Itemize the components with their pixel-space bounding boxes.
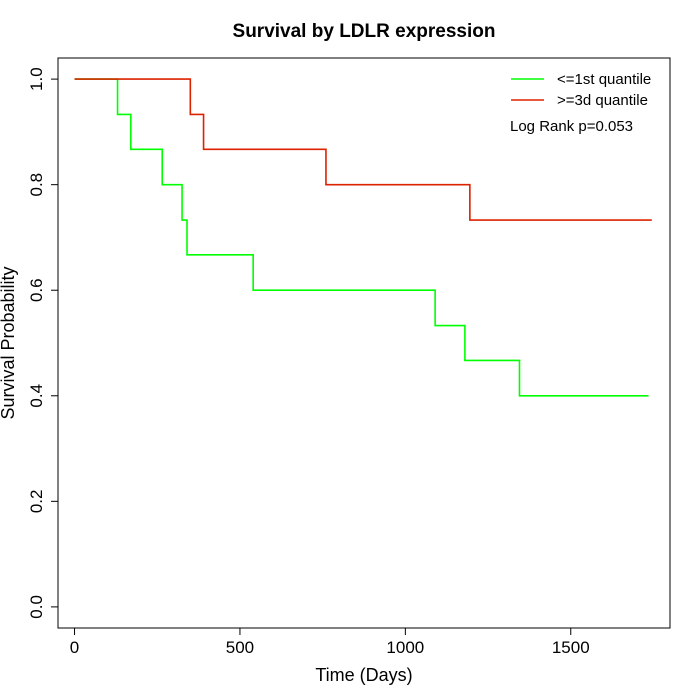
x-axis: 0 500 1000 1500 xyxy=(70,627,590,657)
y-axis: 0.0 0.2 0.4 0.6 0.8 1.0 xyxy=(27,67,59,619)
y-tick-label: 0.4 xyxy=(27,384,46,408)
survival-curve-2 xyxy=(74,78,652,221)
y-tick-label: 0.8 xyxy=(27,173,46,197)
plot-frame xyxy=(57,57,671,629)
y-tick-label: 1.0 xyxy=(27,67,46,91)
y-tick-label: 0.6 xyxy=(27,278,46,302)
x-axis-label: Time (Days) xyxy=(315,665,412,685)
legend-label-1: <=1st quantile xyxy=(557,71,651,88)
x-tick-label: 500 xyxy=(226,638,254,657)
y-tick-label: 0.0 xyxy=(27,595,46,619)
y-tick-label: 0.2 xyxy=(27,490,46,514)
series-layer xyxy=(74,78,652,397)
chart-title: Survival by LDLR expression xyxy=(233,21,496,42)
x-tick-label: 0 xyxy=(70,638,79,657)
log-rank-annotation: Log Rank p=0.053 xyxy=(510,118,633,135)
legend-label-2: >=3d quantile xyxy=(557,92,648,109)
x-tick-label: 1500 xyxy=(552,638,590,657)
survival-curve-1 xyxy=(74,78,649,397)
x-tick-label: 1000 xyxy=(386,638,424,657)
legend: <=1st quantile >=3d quantile xyxy=(511,71,651,109)
y-axis-label: Survival Probability xyxy=(0,266,18,419)
